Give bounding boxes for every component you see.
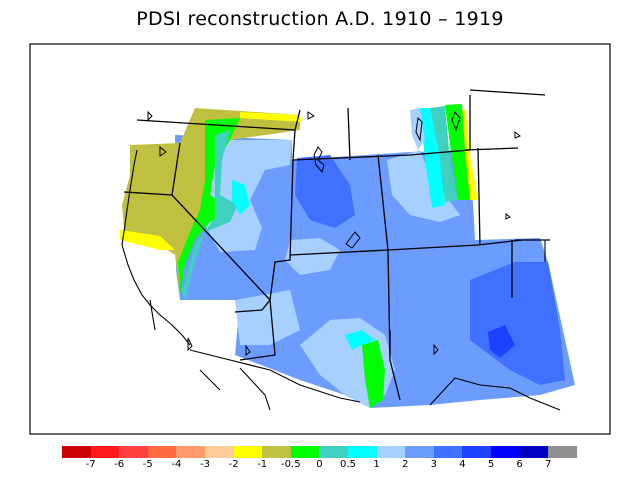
region-1-2-utah (285, 238, 340, 275)
region-1-2-socal (235, 290, 300, 345)
lakes (147, 110, 521, 356)
region-1-west (232, 180, 250, 215)
map-title: PDSI reconstruction A.D. 1910 – 1919 (136, 8, 504, 30)
legend-tick-label: 6 (516, 459, 523, 470)
region-0-north (445, 104, 470, 200)
legend-tick-label: 5 (487, 459, 495, 470)
legend-tick-label: 3 (430, 459, 437, 470)
legend-swatch (233, 446, 263, 458)
region-0-west (178, 118, 240, 295)
legend-tick-label: -3 (200, 459, 210, 470)
region-1-2-west (205, 140, 292, 252)
region-1-2-north (410, 108, 425, 150)
legend-swatch (205, 446, 235, 458)
legend-swatch (119, 446, 149, 458)
color-legend (62, 446, 578, 460)
legend-swatch (290, 446, 320, 458)
legend-tick-label: -5 (142, 459, 153, 470)
legend-swatch (462, 446, 492, 458)
legend-swatch (62, 446, 92, 458)
region-3-4-nm (470, 262, 565, 385)
legend-tick-label: -2 (228, 459, 239, 470)
legend-swatch (319, 446, 349, 458)
legend-swatch (433, 446, 463, 458)
pdsi-field (120, 104, 575, 408)
region-neg2-neg1-wa (240, 112, 302, 122)
legend-swatch (176, 446, 206, 458)
region-1-south (345, 330, 375, 350)
legend-swatch (348, 446, 378, 458)
region-4-5 (488, 325, 515, 358)
legend-swatch (519, 446, 549, 458)
region-neg2-neg1-ca (120, 230, 175, 250)
legend-swatch (491, 446, 521, 458)
state-boundaries (123, 89, 550, 401)
legend-swatch (376, 446, 406, 458)
legend-swatch (90, 446, 120, 458)
region-05-north (430, 106, 458, 202)
legend-swatch (147, 446, 177, 458)
legend-tick-label: 7 (545, 459, 552, 470)
region-05-west (182, 130, 238, 300)
legend-tick-label: -7 (85, 459, 96, 470)
legend-tick-label: 0 (316, 459, 323, 470)
legend-tick-label: -6 (114, 459, 125, 470)
legend-tick-label: 0.5 (340, 459, 356, 470)
region-3-4-idaho (295, 155, 355, 228)
legend-swatch (405, 446, 435, 458)
region-0-south (362, 340, 385, 408)
legend-tick-label: -0.5 (281, 459, 301, 470)
legend-swatch (548, 446, 578, 458)
legend-tick-label: 2 (402, 459, 409, 470)
legend-tick-label: -4 (171, 459, 182, 470)
legend-tick-label: -1 (257, 459, 268, 470)
coastlines (121, 149, 561, 411)
legend-tick-label: 4 (459, 459, 466, 470)
legend-tick-label: 1 (373, 459, 380, 470)
region-neg2-neg1-nd (460, 110, 478, 200)
region-1-north (420, 108, 445, 208)
legend-swatch (262, 446, 292, 458)
